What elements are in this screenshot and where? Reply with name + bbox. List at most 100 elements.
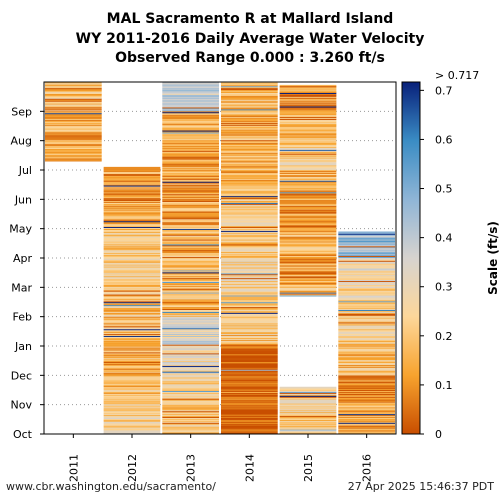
heatmap-cell [103, 248, 161, 251]
heatmap-cell [103, 310, 161, 312]
heatmap-cell [221, 380, 278, 383]
heatmap-cell [221, 215, 278, 217]
heatmap-cell [103, 345, 161, 347]
heatmap-cell [221, 213, 278, 215]
heatmap-cell [103, 245, 161, 248]
heatmap-cell [221, 210, 278, 212]
heatmap-cell [162, 262, 220, 264]
heatmap-cell [221, 394, 278, 396]
y-tick-label: May [9, 223, 32, 236]
heatmap-cell [162, 352, 220, 355]
heatmap-cell [221, 211, 278, 213]
heatmap-cell [221, 388, 278, 391]
heatmap-cell [162, 237, 220, 239]
heatmap-cell [221, 312, 278, 314]
heatmap-cell [162, 179, 220, 181]
x-tick-label: 2015 [302, 454, 315, 482]
heatmap-cell [221, 362, 278, 364]
heatmap-cell [221, 201, 278, 203]
heatmap-cell [45, 125, 102, 127]
heatmap-cell [221, 189, 278, 191]
heatmap-cell [162, 148, 220, 150]
heatmap-cell [162, 354, 220, 357]
heatmap-cell [279, 166, 337, 169]
heatmap-cell [338, 312, 396, 314]
heatmap-cell [162, 241, 220, 243]
heatmap-cell [279, 85, 337, 88]
heatmap-cell [45, 136, 102, 138]
heatmap-cell [221, 430, 278, 432]
heatmap-cell [221, 246, 278, 249]
heatmap-cell [221, 242, 278, 244]
heatmap-cell [279, 151, 337, 153]
heatmap-cell [279, 282, 337, 284]
heatmap-cell [221, 139, 278, 142]
heatmap-cell [103, 427, 161, 429]
heatmap-cell [45, 105, 102, 107]
heatmap-cell [338, 309, 396, 311]
heatmap-cell [45, 147, 102, 149]
heatmap-cell [338, 274, 396, 277]
heatmap-cell [221, 316, 278, 318]
heatmap-cell [279, 199, 337, 202]
colorbar-tick-label: 0.1 [435, 379, 453, 392]
heatmap-cell [279, 167, 337, 170]
heatmap-cell [103, 329, 161, 332]
heatmap-cell [279, 417, 337, 419]
heatmap-cell [279, 174, 337, 176]
heatmap-cell [162, 116, 220, 119]
heatmap-cell [45, 149, 102, 151]
heatmap-cell [279, 404, 337, 406]
heatmap-cell [103, 376, 161, 378]
heatmap-cell [338, 396, 396, 398]
heatmap-cell [103, 242, 161, 244]
heatmap-cell [338, 392, 396, 394]
heatmap-cell [103, 259, 161, 261]
heatmap-cell [279, 88, 337, 91]
heatmap-cell [338, 343, 396, 345]
heatmap-cell [221, 89, 278, 92]
heatmap-cell [279, 179, 337, 181]
heatmap-cell [162, 232, 220, 234]
heatmap-cell [338, 267, 396, 269]
heatmap-cell [103, 365, 161, 367]
heatmap-cell [221, 264, 278, 266]
heatmap-cell [162, 302, 220, 305]
heatmap-cell [162, 311, 220, 313]
heatmap-cell [279, 239, 337, 241]
heatmap-cell [338, 239, 396, 241]
heatmap-cell [338, 421, 396, 423]
heatmap-cell [162, 431, 220, 433]
heatmap-cell [279, 293, 337, 295]
heatmap-cell [162, 180, 220, 182]
heatmap-cell [45, 132, 102, 134]
heatmap-cell [162, 251, 220, 254]
heatmap-cell [162, 417, 220, 419]
heatmap-cell [162, 234, 220, 236]
heatmap-cell [221, 140, 278, 143]
heatmap-cell [103, 220, 161, 223]
heatmap-cell [162, 136, 220, 139]
heatmap-cell [221, 82, 278, 85]
heatmap-cell [103, 264, 161, 266]
y-tick-label: Apr [13, 252, 33, 265]
heatmap-cell [221, 123, 278, 125]
heatmap-cell [221, 191, 278, 194]
heatmap-cell [338, 318, 396, 320]
heatmap-cell [338, 295, 396, 297]
heatmap-cell [162, 253, 220, 256]
heatmap-cell [162, 192, 220, 195]
heatmap-cell [103, 232, 161, 234]
heatmap-cell [103, 231, 161, 233]
heatmap-cell [162, 317, 220, 319]
heatmap-cell [338, 264, 396, 266]
heatmap-cell [338, 387, 396, 390]
heatmap-cell [162, 88, 220, 91]
heatmap-cell [103, 331, 161, 334]
heatmap-cell [45, 93, 102, 95]
heatmap-cell [162, 270, 220, 272]
heatmap-cell [221, 163, 278, 165]
source-url[interactable]: www.cbr.washington.edu/sacramento/ [6, 480, 216, 493]
x-tick-label: 2012 [126, 454, 139, 482]
heatmap-cell [103, 283, 161, 285]
